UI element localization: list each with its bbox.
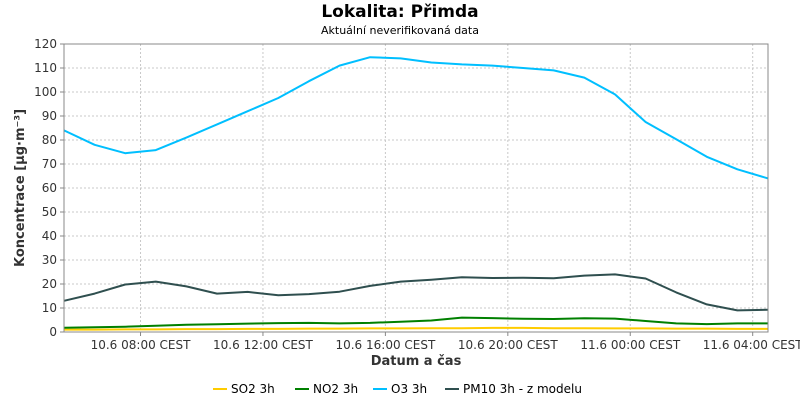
y-axis: 0 10 20 30 40 50 60 70 80 90 100 110 120 <box>34 37 64 339</box>
chart-subtitle: Aktuální neverifikovaná data <box>321 24 479 37</box>
y-tick-label: 60 <box>42 181 57 195</box>
y-tick-label: 70 <box>42 157 57 171</box>
series-line-4 <box>63 273 769 312</box>
legend-label: PM10 3h - z modelu <box>463 382 582 396</box>
series-line-3 <box>63 56 769 180</box>
legend-label: SO2 3h <box>231 382 275 396</box>
x-axis-title: Datum a čas <box>371 354 462 369</box>
legend-label: NO2 3h <box>313 382 358 396</box>
y-tick-label: 120 <box>34 37 57 51</box>
x-axis: 10.6 08:00 CEST 10.6 12:00 CEST 10.6 16:00… <box>91 332 800 352</box>
y-tick-label: 10 <box>42 301 57 315</box>
y-tick-label: 50 <box>42 205 57 219</box>
series-line-2 <box>63 316 768 329</box>
x-tick-label: 10.6 08:00 CEST <box>91 338 192 352</box>
series-lines <box>63 56 769 331</box>
y-tick-label: 110 <box>34 61 57 75</box>
x-tick-label: 10.6 12:00 CEST <box>213 338 314 352</box>
y-tick-label: 100 <box>34 85 57 99</box>
legend-label: O3 3h <box>391 382 427 396</box>
x-tick-label: 10.6 20:00 CEST <box>458 338 559 352</box>
y-tick-label: 20 <box>42 277 57 291</box>
y-tick-label: 30 <box>42 253 57 267</box>
grid-lines <box>64 43 768 333</box>
x-tick-label: 11.6 04:00 CEST <box>703 338 800 352</box>
series-line-1 <box>64 326 768 331</box>
y-axis-title: Koncentrace [µg·m⁻³] <box>13 109 28 267</box>
legend: SO2 3h NO2 3h O3 3h PM10 3h - z modelu <box>213 382 582 396</box>
y-tick-label: 80 <box>42 133 57 147</box>
x-tick-label: 11.6 00:00 CEST <box>580 338 681 352</box>
y-tick-label: 0 <box>49 325 57 339</box>
y-tick-label: 40 <box>42 229 57 243</box>
x-tick-label: 10.6 16:00 CEST <box>335 338 436 352</box>
y-tick-label: 90 <box>42 109 57 123</box>
chart-title: Lokalita: Přimda <box>321 2 479 22</box>
